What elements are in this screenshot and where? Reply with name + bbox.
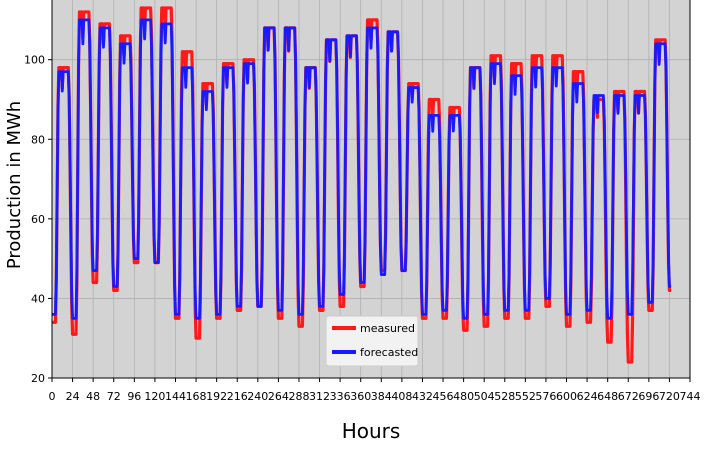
- y-tick-label: 100: [24, 54, 45, 67]
- x-tick-label: 360: [350, 390, 371, 403]
- x-tick-label: 336: [330, 390, 351, 403]
- x-tick-label: 48: [86, 390, 100, 403]
- y-tick-label: 40: [31, 292, 45, 305]
- x-tick-label: 480: [453, 390, 474, 403]
- y-tick-label: 80: [31, 133, 45, 146]
- x-tick-label: 312: [309, 390, 330, 403]
- x-tick-label: 192: [206, 390, 227, 403]
- legend-label-measured: measured: [360, 322, 415, 335]
- x-tick-label: 216: [227, 390, 248, 403]
- x-tick-label: 696: [638, 390, 659, 403]
- x-tick-label: 120: [144, 390, 165, 403]
- x-tick-label: 744: [680, 390, 701, 403]
- x-tick-label: 24: [66, 390, 80, 403]
- x-tick-label: 648: [597, 390, 618, 403]
- x-tick-label: 264: [268, 390, 289, 403]
- x-tick-label: 576: [535, 390, 556, 403]
- x-tick-label: 672: [618, 390, 639, 403]
- x-tick-label: 144: [165, 390, 186, 403]
- y-ticks: 20 40 60 80 100: [24, 54, 52, 385]
- x-tick-label: 96: [127, 390, 141, 403]
- x-tick-label: 456: [433, 390, 454, 403]
- x-tick-label: 720: [659, 390, 680, 403]
- x-tick-label: 504: [474, 390, 495, 403]
- x-tick-label: 384: [371, 390, 392, 403]
- x-tick-label: 168: [186, 390, 207, 403]
- x-ticks: 0 24 48 72 96 120 144 168 192 216 240 264 288 312 336 3…: [49, 378, 701, 403]
- x-tick-label: 288: [288, 390, 309, 403]
- x-tick-label: 624: [577, 390, 598, 403]
- y-axis-title: Production in MWh: [4, 101, 25, 269]
- legend-label-forecasted: forecasted: [360, 346, 418, 359]
- x-tick-label: 552: [515, 390, 536, 403]
- series-lines: [51, 6, 672, 364]
- x-tick-label: 0: [49, 390, 56, 403]
- x-tick-label: 432: [412, 390, 433, 403]
- y-tick-label: 20: [31, 372, 45, 385]
- legend: measured forecasted: [325, 315, 419, 367]
- x-tick-label: 600: [556, 390, 577, 403]
- x-axis-title: Hours: [342, 419, 401, 443]
- x-tick-label: 240: [247, 390, 268, 403]
- x-tick-label: 528: [494, 390, 515, 403]
- y-tick-label: 60: [31, 213, 45, 226]
- x-tick-label: 72: [107, 390, 121, 403]
- series-line-forecasted: [51, 18, 672, 320]
- x-tick-label: 408: [391, 390, 412, 403]
